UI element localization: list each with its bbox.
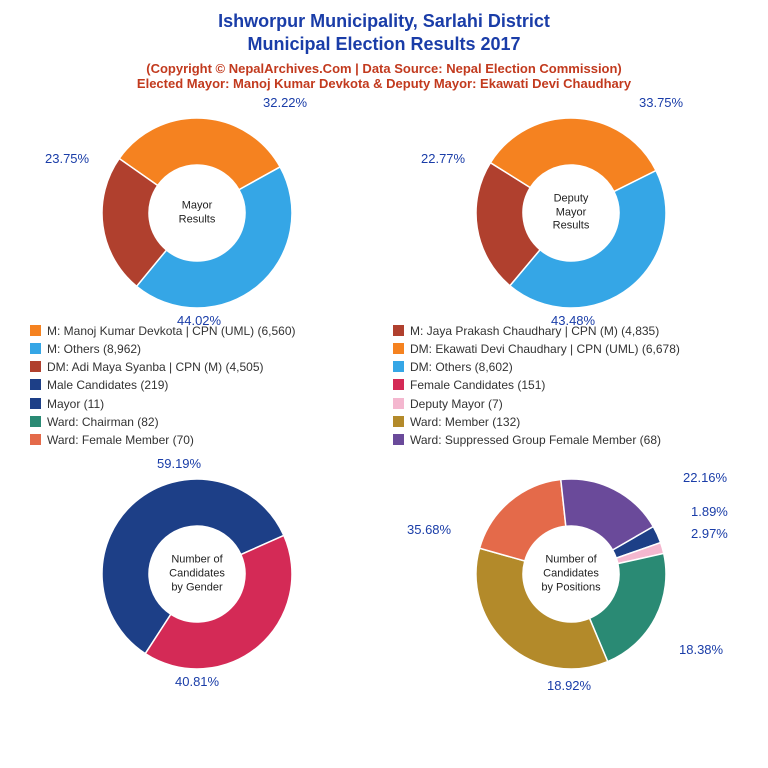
legend-item: Male Candidates (219) bbox=[30, 377, 375, 393]
positions-center-label: Number ofCandidatesby Positions bbox=[526, 553, 616, 594]
legend-swatch bbox=[30, 343, 41, 354]
legend-item: DM: Adi Maya Syanba | CPN (M) (4,505) bbox=[30, 359, 375, 375]
pct-label: 18.92% bbox=[547, 678, 591, 693]
pct-label: 35.68% bbox=[407, 522, 451, 537]
legend-text: Ward: Female Member (70) bbox=[47, 432, 194, 448]
legend-item: Mayor (11) bbox=[30, 396, 375, 412]
pct-label: 40.81% bbox=[175, 674, 219, 689]
gender-donut: Number ofCandidatesby Gender bbox=[97, 474, 297, 674]
pct-label: 23.75% bbox=[45, 151, 89, 166]
legend-swatch bbox=[30, 434, 41, 445]
legend-block: M: Manoj Kumar Devkota | CPN (UML) (6,56… bbox=[0, 313, 768, 454]
legend-swatch bbox=[393, 325, 404, 336]
gender-chart-wrap: Number ofCandidatesby Gender 59.19%40.81… bbox=[17, 456, 377, 674]
legend-swatch bbox=[30, 361, 41, 372]
deputy-donut: DeputyMayorResults bbox=[471, 113, 671, 313]
legend-swatch bbox=[393, 379, 404, 390]
mayor-center-label: MayorResults bbox=[152, 199, 242, 227]
mayor-donut: MayorResults bbox=[97, 113, 297, 313]
legend-text: DM: Ekawati Devi Chaudhary | CPN (UML) (… bbox=[410, 341, 680, 357]
gender-center-label: Number ofCandidatesby Gender bbox=[152, 553, 242, 594]
legend-item: Ward: Female Member (70) bbox=[30, 432, 375, 448]
legend-right-col: M: Jaya Prakash Chaudhary | CPN (M) (4,8… bbox=[393, 321, 738, 450]
legend-item: Female Candidates (151) bbox=[393, 377, 738, 393]
positions-donut: Number ofCandidatesby Positions bbox=[471, 474, 671, 674]
legend-item: M: Others (8,962) bbox=[30, 341, 375, 357]
legend-swatch bbox=[30, 416, 41, 427]
donut-slice bbox=[510, 170, 666, 307]
legend-text: Ward: Chairman (82) bbox=[47, 414, 159, 430]
pct-label: 59.19% bbox=[157, 456, 201, 471]
deputy-chart-wrap: DeputyMayorResults 33.75%22.77%43.48% bbox=[391, 95, 751, 313]
legend-swatch bbox=[30, 379, 41, 390]
legend-text: M: Others (8,962) bbox=[47, 341, 141, 357]
legend-swatch bbox=[30, 398, 41, 409]
elected-line: Elected Mayor: Manoj Kumar Devkota & Dep… bbox=[0, 76, 768, 91]
legend-text: DM: Others (8,602) bbox=[410, 359, 513, 375]
title-line1: Ishworpur Municipality, Sarlahi District bbox=[0, 10, 768, 33]
legend-item: DM: Ekawati Devi Chaudhary | CPN (UML) (… bbox=[393, 341, 738, 357]
pct-label: 2.97% bbox=[691, 526, 728, 541]
pct-label: 22.77% bbox=[421, 151, 465, 166]
pct-label: 22.16% bbox=[683, 470, 727, 485]
legend-swatch bbox=[393, 361, 404, 372]
bottom-charts-row: Number ofCandidatesby Gender 59.19%40.81… bbox=[0, 454, 768, 674]
legend-text: DM: Adi Maya Syanba | CPN (M) (4,505) bbox=[47, 359, 264, 375]
legend-text: Ward: Member (132) bbox=[410, 414, 520, 430]
legend-text: Ward: Suppressed Group Female Member (68… bbox=[410, 432, 661, 448]
legend-text: Mayor (11) bbox=[47, 396, 104, 412]
pct-label: 32.22% bbox=[263, 95, 307, 110]
donut-slice bbox=[480, 480, 566, 561]
legend-swatch bbox=[30, 325, 41, 336]
legend-text: M: Jaya Prakash Chaudhary | CPN (M) (4,8… bbox=[410, 323, 659, 339]
pct-label: 1.89% bbox=[691, 504, 728, 519]
legend-left-col: M: Manoj Kumar Devkota | CPN (UML) (6,56… bbox=[30, 321, 375, 450]
pct-label: 44.02% bbox=[177, 313, 221, 328]
title-line2: Municipal Election Results 2017 bbox=[0, 33, 768, 56]
donut-slice bbox=[137, 167, 292, 308]
legend-swatch bbox=[393, 398, 404, 409]
legend-text: M: Manoj Kumar Devkota | CPN (UML) (6,56… bbox=[47, 323, 296, 339]
legend-swatch bbox=[393, 416, 404, 427]
legend-item: Ward: Suppressed Group Female Member (68… bbox=[393, 432, 738, 448]
legend-swatch bbox=[393, 434, 404, 445]
pct-label: 18.38% bbox=[679, 642, 723, 657]
deputy-center-label: DeputyMayorResults bbox=[526, 192, 616, 233]
legend-item: DM: Others (8,602) bbox=[393, 359, 738, 375]
pct-label: 33.75% bbox=[639, 95, 683, 110]
legend-item: Ward: Member (132) bbox=[393, 414, 738, 430]
header: Ishworpur Municipality, Sarlahi District… bbox=[0, 0, 768, 95]
mayor-chart-wrap: MayorResults 32.22%44.02%23.75% bbox=[17, 95, 377, 313]
copyright-line: (Copyright © NepalArchives.Com | Data So… bbox=[0, 61, 768, 76]
top-charts-row: MayorResults 32.22%44.02%23.75% DeputyMa… bbox=[0, 95, 768, 313]
legend-text: Female Candidates (151) bbox=[410, 377, 545, 393]
legend-text: Male Candidates (219) bbox=[47, 377, 168, 393]
legend-item: Deputy Mayor (7) bbox=[393, 396, 738, 412]
legend-swatch bbox=[393, 343, 404, 354]
pct-label: 43.48% bbox=[551, 313, 595, 328]
legend-item: Ward: Chairman (82) bbox=[30, 414, 375, 430]
legend-text: Deputy Mayor (7) bbox=[410, 396, 503, 412]
positions-chart-wrap: Number ofCandidatesby Positions 22.16% 1.… bbox=[391, 456, 751, 674]
